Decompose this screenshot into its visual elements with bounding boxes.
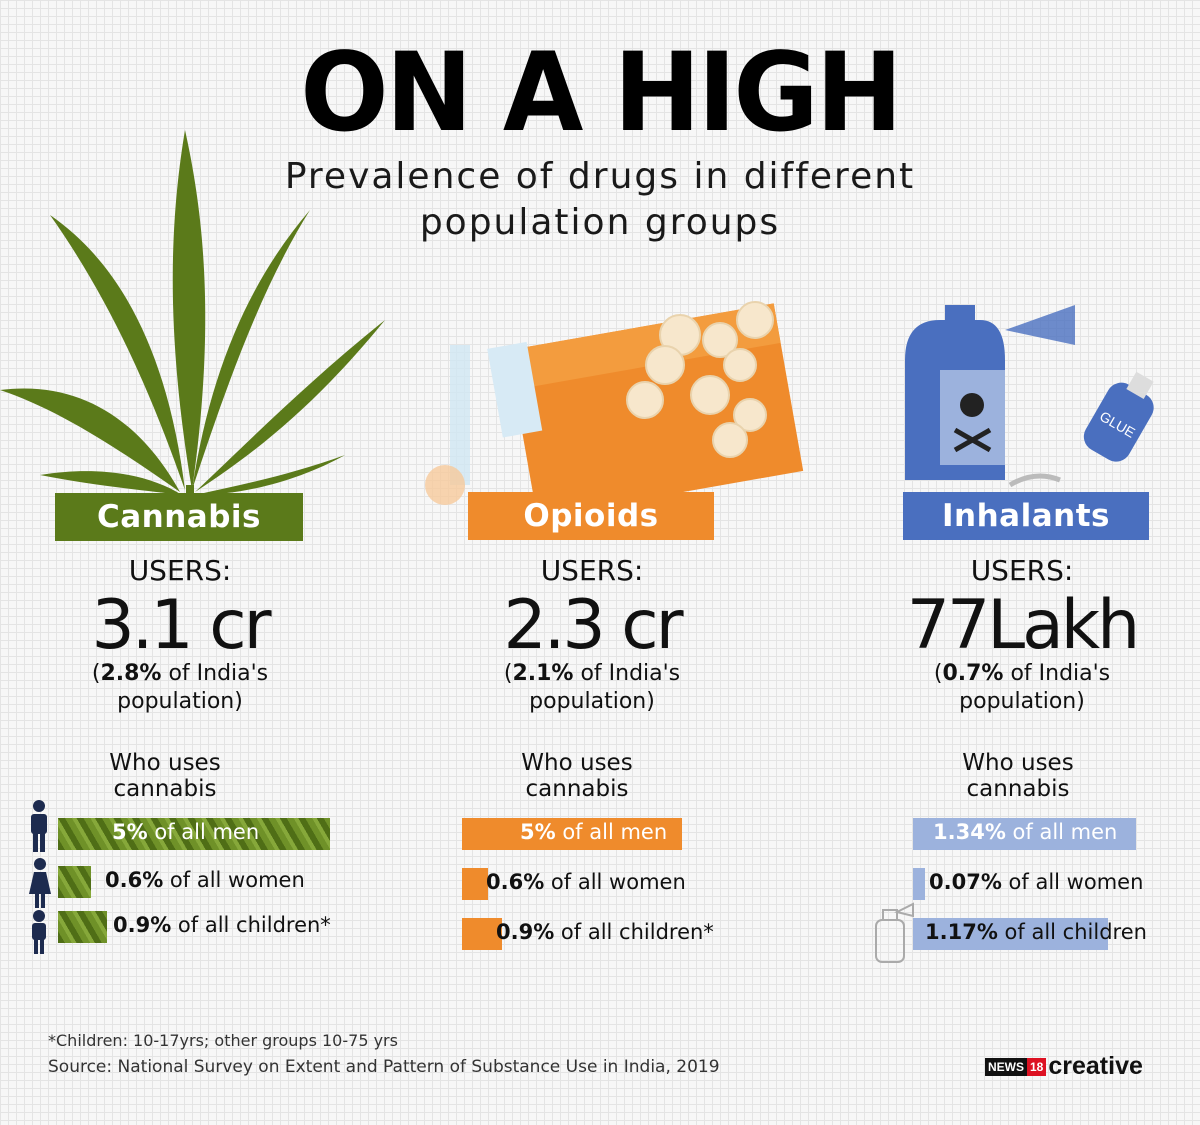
inhalants-label: Inhalants <box>903 492 1149 540</box>
bar-label-women: 0.6% of all women <box>105 868 305 892</box>
cannabis-who-heading: Who uses cannabis <box>109 750 221 802</box>
subtitle: Prevalence of drugs in different populat… <box>0 154 1200 246</box>
bar-label-women: 0.07% of all women <box>929 870 1144 894</box>
opioids-who-heading: Who uses cannabis <box>521 750 633 802</box>
small-spray-can-icon <box>875 902 914 963</box>
opioids-users-value: 2.3 cr <box>503 586 683 665</box>
inhalants-users-label: USERS: <box>970 554 1074 587</box>
bar-label-children: 1.17% of all children <box>925 920 1147 944</box>
bar-label-women: 0.6% of all women <box>486 870 686 894</box>
bar-label-men: 5% of all men <box>520 820 668 844</box>
bar-label-men: 1.34% of all men <box>933 820 1118 844</box>
spray-can-glue-icon: GLUE <box>905 305 1154 488</box>
news18-logo: NEWS 18 creative <box>985 1052 1143 1081</box>
child-icon <box>32 910 46 954</box>
bar-children <box>913 918 1108 950</box>
man-icon <box>31 800 47 852</box>
woman-icon <box>29 858 51 908</box>
cannabis-users-value: 3.1 cr <box>91 586 271 665</box>
pill-bottle-icon <box>425 301 804 518</box>
inhalants-who-heading: Who uses cannabis <box>962 750 1074 802</box>
subtitle-line-1: Prevalence of drugs in different <box>284 156 916 197</box>
footnote: *Children: 10-17yrs; other groups 10-75 … <box>48 1031 398 1050</box>
cannabis-label: Cannabis <box>55 493 303 541</box>
bar-label-children: 0.9% of all children* <box>496 920 714 944</box>
opioids-users-label: USERS: <box>540 554 644 587</box>
page-title: ON A HIGH <box>300 27 903 157</box>
bar-men <box>913 818 1136 850</box>
cannabis-leaf-icon <box>0 130 385 510</box>
bar-label-children: 0.9% of all children* <box>113 913 331 937</box>
opioids-share: (2.1% of India's population) <box>503 661 681 714</box>
bar-women <box>462 868 488 900</box>
bar-women <box>913 868 925 900</box>
subtitle-line-2: population groups <box>419 202 781 243</box>
inhalants-share: (0.7% of India's population) <box>933 661 1111 714</box>
bar-men <box>58 818 330 850</box>
cannabis-users-label: USERS: <box>128 554 232 587</box>
bar-men <box>462 818 682 850</box>
bar-women <box>58 866 91 898</box>
inhalants-users-value: 77Lakh <box>906 586 1141 665</box>
source-note: Source: National Survey on Extent and Pa… <box>48 1057 720 1077</box>
bar-label-men: 5% of all men <box>112 820 260 844</box>
bar-children <box>462 918 502 950</box>
bar-children <box>58 911 107 943</box>
opioids-label: Opioids <box>468 492 714 540</box>
cannabis-share: (2.8% of India's population) <box>91 661 269 714</box>
